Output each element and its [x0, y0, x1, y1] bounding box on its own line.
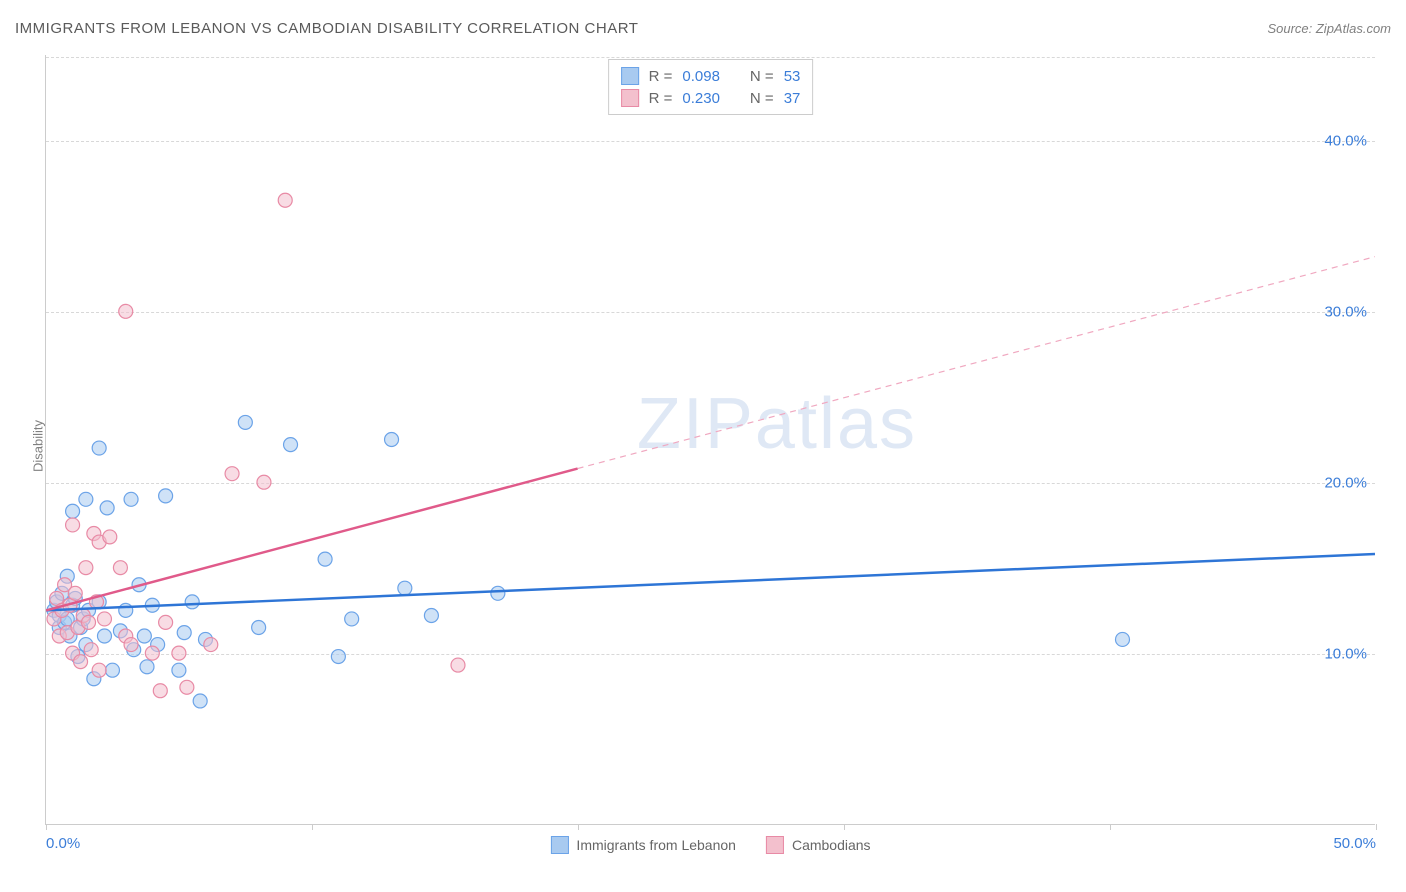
data-point	[100, 501, 114, 515]
legend-r-label: R =	[649, 90, 673, 107]
chart-plot-area: ZIPatlas R = 0.098N = 53R = 0.230N = 37 …	[45, 55, 1375, 825]
data-point	[398, 581, 412, 595]
data-point	[119, 603, 133, 617]
legend-n-label: N =	[750, 90, 774, 107]
legend-correlation: R = 0.098 N = 53 R = 0.230 N = 37	[608, 59, 814, 115]
data-point	[119, 304, 133, 318]
data-point	[74, 655, 88, 669]
legend-r-label: R =	[649, 68, 673, 85]
trend-line-extrapolated	[578, 257, 1375, 469]
x-tick	[1110, 824, 1111, 830]
data-point	[124, 492, 138, 506]
legend-n-label: N =	[750, 68, 774, 85]
legend-series-item: Immigrants from Lebanon	[550, 836, 736, 854]
data-point	[92, 441, 106, 455]
data-point	[66, 504, 80, 518]
data-point	[257, 475, 271, 489]
y-axis-label: Disability	[31, 420, 46, 472]
data-point	[1115, 632, 1129, 646]
legend-correlation-row: R = 0.098 N = 53	[621, 65, 801, 87]
data-point	[193, 694, 207, 708]
data-point	[451, 658, 465, 672]
legend-series-item: Cambodians	[766, 836, 871, 854]
data-point	[424, 609, 438, 623]
data-point	[68, 586, 82, 600]
data-point	[385, 433, 399, 447]
data-point	[177, 626, 191, 640]
trend-line	[46, 554, 1375, 610]
x-tick	[578, 824, 579, 830]
data-point	[159, 615, 173, 629]
data-point	[204, 638, 218, 652]
data-point	[137, 629, 151, 643]
data-point	[172, 646, 186, 660]
legend-n-value: 53	[784, 68, 801, 85]
data-point	[97, 629, 111, 643]
source-attribution: Source: ZipAtlas.com	[1267, 21, 1391, 36]
chart-title: IMMIGRANTS FROM LEBANON VS CAMBODIAN DIS…	[15, 20, 638, 37]
data-point	[92, 663, 106, 677]
data-point	[124, 638, 138, 652]
data-point	[103, 530, 117, 544]
data-point	[113, 561, 127, 575]
data-point	[97, 612, 111, 626]
legend-n-value: 37	[784, 90, 801, 107]
data-point	[84, 643, 98, 657]
data-point	[238, 415, 252, 429]
scatter-plot-svg	[46, 55, 1375, 824]
legend-r-value: 0.098	[682, 68, 720, 85]
legend-correlation-row: R = 0.230 N = 37	[621, 87, 801, 109]
x-tick	[1376, 824, 1377, 830]
x-tick-label: 50.0%	[1333, 835, 1376, 852]
legend-swatch	[766, 836, 784, 854]
data-point	[140, 660, 154, 674]
data-point	[159, 489, 173, 503]
legend-swatch	[550, 836, 568, 854]
x-tick	[312, 824, 313, 830]
data-point	[153, 684, 167, 698]
data-point	[318, 552, 332, 566]
data-point	[79, 492, 93, 506]
data-point	[331, 650, 345, 664]
data-point	[145, 646, 159, 660]
data-point	[79, 561, 93, 575]
data-point	[252, 620, 266, 634]
data-point	[172, 663, 186, 677]
data-point	[185, 595, 199, 609]
legend-r-value: 0.230	[682, 90, 720, 107]
chart-header: IMMIGRANTS FROM LEBANON VS CAMBODIAN DIS…	[15, 20, 1391, 37]
data-point	[105, 663, 119, 677]
data-point	[491, 586, 505, 600]
legend-series-label: Immigrants from Lebanon	[576, 837, 736, 853]
data-point	[278, 193, 292, 207]
data-point	[284, 438, 298, 452]
x-tick	[46, 824, 47, 830]
data-point	[345, 612, 359, 626]
legend-series-label: Cambodians	[792, 837, 871, 853]
legend-swatch	[621, 89, 639, 107]
x-tick	[844, 824, 845, 830]
data-point	[82, 615, 96, 629]
data-point	[66, 518, 80, 532]
x-tick-label: 0.0%	[46, 835, 80, 852]
data-point	[225, 467, 239, 481]
legend-series: Immigrants from Lebanon Cambodians	[550, 836, 870, 854]
legend-swatch	[621, 67, 639, 85]
data-point	[180, 680, 194, 694]
